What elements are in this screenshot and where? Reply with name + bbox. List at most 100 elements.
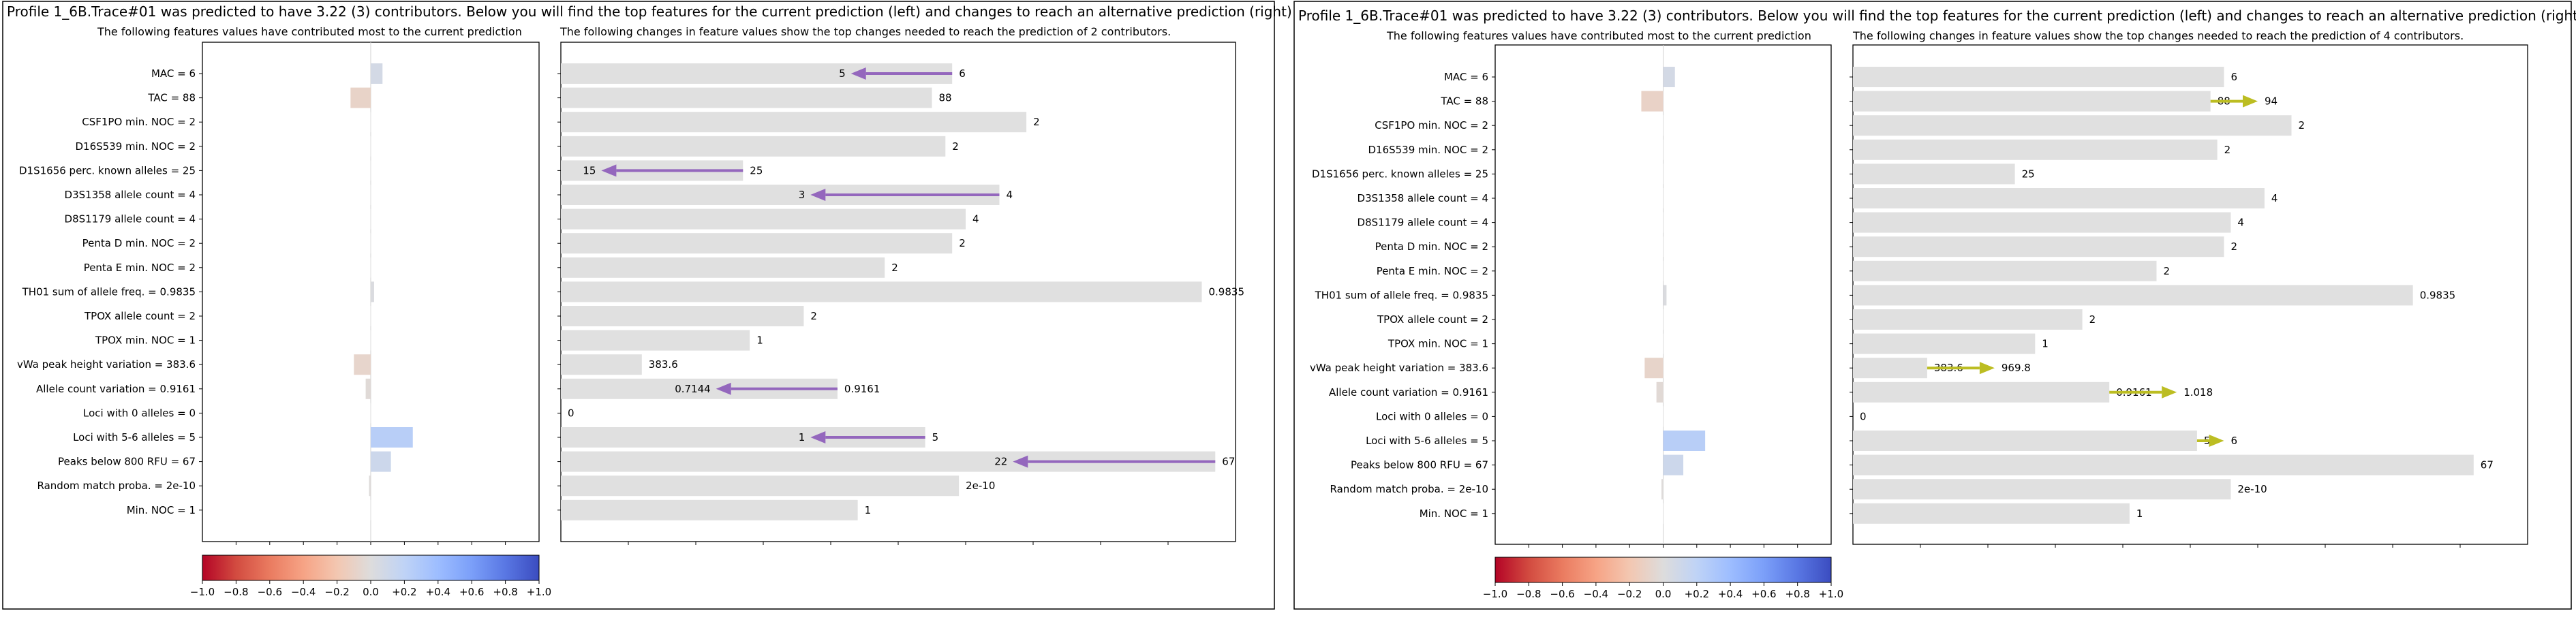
- value-bar: [561, 475, 960, 497]
- feature-label: TPOX min. NOC = 1: [95, 334, 196, 347]
- contribution-chart: MAC = 6 TAC = 88 CSF1PO min. NOC = 2 D16S53…: [17, 42, 540, 545]
- target-value-label: 1: [799, 431, 806, 443]
- colorbar-gradient: [1494, 557, 1832, 583]
- target-value-label: 969.8: [2002, 362, 2031, 374]
- value-label: 2e-10: [966, 480, 995, 492]
- value-label: 2: [952, 140, 959, 153]
- contribution-bar: [1663, 67, 1675, 87]
- colorbar-gradient: [202, 555, 540, 581]
- value-bar: [1853, 260, 2157, 281]
- target-value-label: 1.018: [2183, 386, 2213, 399]
- value-label: 2: [2231, 240, 2238, 253]
- feature-label: Random match proba. = 2e-10: [37, 480, 196, 492]
- colorbar-tick-label: +1.0: [1819, 588, 1843, 600]
- feature-label: Random match proba. = 2e-10: [1330, 483, 1488, 495]
- feature-label: TH01 sum of allele freq. = 0.9835: [22, 285, 196, 298]
- feature-label: Loci with 5-6 alleles = 5: [73, 431, 196, 443]
- contribution-bar: [1644, 358, 1663, 379]
- feature-label: Penta D min. NOC = 2: [82, 237, 196, 249]
- colorbar-tick-label: +0.8: [493, 586, 517, 598]
- panel-title: Profile 1_6B.Trace#01 was predicted to h…: [1298, 7, 2576, 24]
- change-arrow-head: [810, 431, 826, 443]
- value-bar: [561, 499, 858, 520]
- feature-label: D1S1656 perc. known alleles = 25: [19, 164, 196, 176]
- contribution-bar: [354, 354, 371, 375]
- value-label: 6: [2231, 71, 2238, 83]
- value-label: 0: [568, 407, 574, 419]
- change-arrow-head: [2209, 435, 2224, 447]
- counterfactual-chart: 688222544220.983521383.60.916105672e-101…: [557, 42, 1244, 545]
- change-arrow-head: [2162, 386, 2177, 399]
- change-arrow-head: [850, 67, 866, 80]
- value-label: 2: [2089, 313, 2096, 326]
- panel-frame: [1293, 1, 2572, 610]
- value-bar: [1853, 91, 2211, 112]
- colorbar-tick-label: −0.4: [291, 586, 316, 598]
- feature-label: CSF1PO min. NOC = 2: [1375, 119, 1488, 131]
- colorbar-tick-label: −1.0: [190, 586, 215, 598]
- change-arrow-head: [601, 164, 617, 177]
- target-value-label: 6: [2231, 435, 2238, 447]
- value-label: 0.9161: [844, 383, 880, 395]
- colorbar-tick-label: +0.4: [1718, 588, 1743, 600]
- feature-label: TH01 sum of allele freq. = 0.9835: [1315, 289, 1488, 301]
- contribution-bar: [1663, 285, 1667, 306]
- feature-label: D16S539 min. NOC = 2: [1368, 144, 1488, 156]
- value-label: 4: [1007, 189, 1013, 201]
- change-arrow-head: [810, 189, 826, 201]
- feature-label: MAC = 6: [151, 67, 196, 80]
- contribution-bar: [1661, 479, 1663, 500]
- contribution-bar: [1663, 431, 1706, 451]
- contribution-bar: [371, 451, 391, 472]
- target-value-label: 22: [994, 456, 1007, 468]
- target-value-label: 15: [583, 164, 596, 176]
- feature-label: D1S1656 perc. known alleles = 25: [1312, 168, 1488, 180]
- contribution-bar: [1641, 91, 1663, 112]
- feature-label: D3S1358 allele count = 4: [1358, 192, 1488, 204]
- feature-label: Penta D min. NOC = 2: [1375, 240, 1488, 253]
- value-bar: [1853, 285, 2413, 306]
- colorbar-tick-label: +0.6: [459, 586, 484, 598]
- value-bar: [561, 257, 885, 278]
- value-label: 2: [2164, 265, 2171, 277]
- value-label: 6: [959, 67, 966, 80]
- feature-label: Allele count variation = 0.9161: [36, 383, 196, 395]
- value-label: 25: [750, 164, 763, 176]
- left-subtitle: The following features values have contr…: [97, 25, 522, 38]
- feature-label: Peaks below 800 RFU = 67: [58, 456, 196, 468]
- colorbar-tick-label: −0.2: [324, 586, 349, 598]
- feature-label: D8S1179 allele count = 4: [1358, 217, 1488, 229]
- target-value-label: 94: [2265, 95, 2278, 108]
- colorbar-tick-label: 0.0: [1655, 588, 1672, 600]
- value-bar: [561, 208, 966, 230]
- value-bar: [1853, 503, 2130, 524]
- contribution-bar: [1656, 381, 1663, 403]
- feature-label: TAC = 88: [1440, 95, 1488, 108]
- colorbar-tick-label: +0.2: [392, 586, 416, 598]
- value-bar: [561, 112, 1027, 133]
- value-label: 2e-10: [2237, 483, 2267, 495]
- change-arrow-head: [716, 382, 731, 395]
- value-label: 4: [2271, 192, 2278, 204]
- feature-label: Loci with 5-6 alleles = 5: [1366, 435, 1488, 447]
- explanation-panel-2: Profile 1_6B.Trace#01 was predicted to h…: [1293, 1, 2576, 610]
- feature-label: Loci with 0 alleles = 0: [1376, 410, 1488, 422]
- value-label: 25: [2022, 168, 2035, 180]
- change-arrow-head: [1013, 455, 1028, 468]
- value-bar: [1853, 236, 2224, 258]
- colorbar-tick-label: 0.0: [363, 586, 379, 598]
- contribution-bar: [371, 427, 413, 448]
- colorbar-tick-label: −1.0: [1483, 588, 1507, 600]
- feature-label: Min. NOC = 1: [1420, 508, 1488, 520]
- left-subtitle: The following features values have contr…: [1386, 29, 1811, 42]
- value-label: 0.9835: [1209, 285, 1245, 298]
- feature-label: vWa peak height variation = 383.6: [17, 358, 196, 371]
- value-label: 2: [891, 262, 898, 274]
- colorbar-tick-label: −0.6: [1550, 588, 1574, 600]
- feature-label: CSF1PO min. NOC = 2: [82, 116, 196, 128]
- target-value-label: 0.7144: [675, 383, 711, 395]
- feature-label: vWa peak height variation = 383.6: [1310, 362, 1488, 374]
- value-label: 88: [939, 92, 952, 104]
- colorbar-tick-label: −0.4: [1584, 588, 1608, 600]
- value-bar: [1853, 479, 2231, 500]
